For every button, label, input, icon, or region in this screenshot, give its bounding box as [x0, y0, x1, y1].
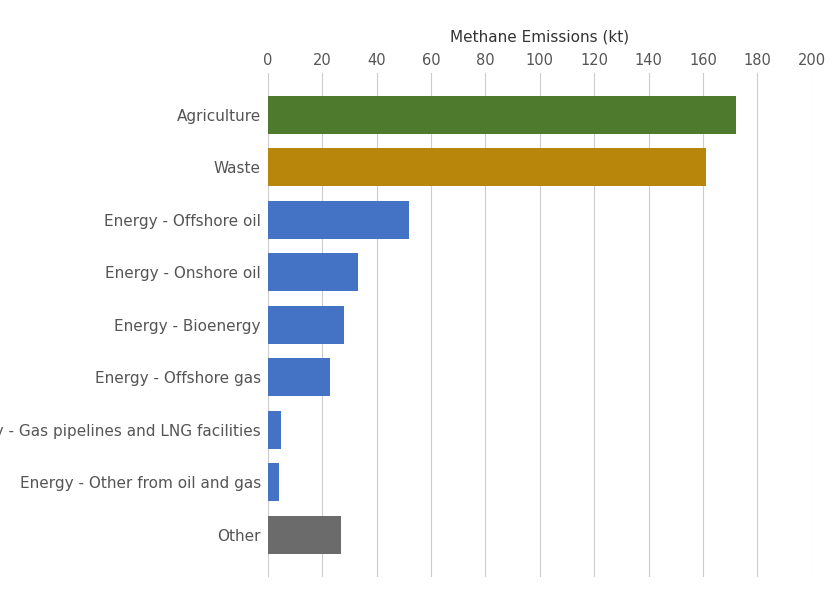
Bar: [268, 463, 278, 501]
Bar: [268, 253, 357, 291]
Bar: [268, 516, 341, 554]
Bar: [268, 201, 409, 239]
Bar: [268, 358, 330, 396]
Bar: [268, 148, 705, 186]
Bar: [268, 411, 281, 449]
Bar: [268, 306, 344, 344]
Bar: [268, 96, 735, 134]
X-axis label: Methane Emissions (kt): Methane Emissions (kt): [450, 30, 629, 45]
